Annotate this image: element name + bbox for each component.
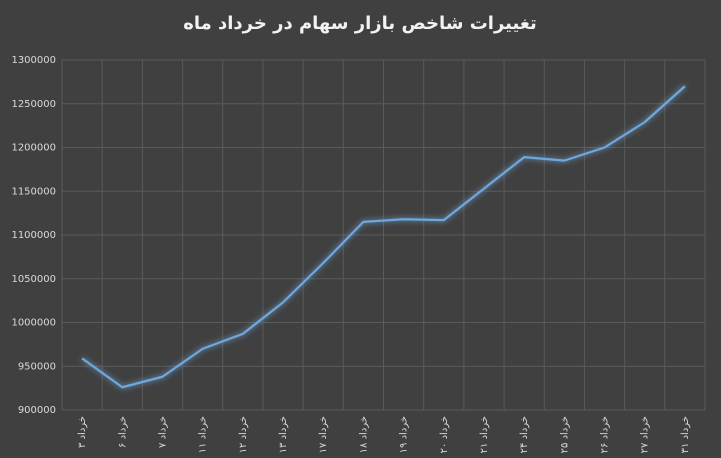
x-tick-label: ۲۰ خرداد	[439, 416, 450, 453]
x-tick-label: ۲۷ خرداد	[640, 416, 651, 453]
y-tick-label: 1150000	[11, 186, 56, 197]
y-tick-label: 900000	[18, 405, 56, 416]
x-tick-label: ۲۱ خرداد	[479, 416, 490, 453]
x-tick-label: ۲۶ خرداد	[600, 416, 611, 453]
chart-title: تغییرات شاخص بازار سهام در خرداد ماه	[183, 13, 537, 34]
x-tick-label: ۱۲ خرداد	[238, 416, 249, 453]
y-tick-label: 1050000	[11, 274, 56, 285]
x-tick-label: ۳۱ خرداد	[680, 416, 691, 453]
y-tick-label: 1200000	[11, 143, 56, 154]
x-tick-label: ۲۴ خرداد	[519, 416, 530, 453]
y-tick-label: 1100000	[11, 230, 56, 241]
y-tick-label: 1300000	[11, 55, 56, 66]
x-tick-label: ۱۷ خرداد	[318, 416, 329, 453]
x-tick-label: ۱۸ خرداد	[358, 416, 369, 453]
x-tick-label: ۲۵ خرداد	[559, 416, 570, 453]
x-tick-label: ۱۹ خرداد	[399, 416, 410, 453]
x-tick-label: ۷ خرداد	[157, 416, 168, 448]
y-tick-label: 950000	[18, 361, 56, 372]
x-tick-label: ۱۳ خرداد	[278, 416, 289, 453]
x-tick-label: ۱۱ خرداد	[198, 416, 209, 453]
line-series	[81, 85, 686, 389]
y-tick-label: 1000000	[11, 318, 56, 329]
y-tick-label: 1250000	[11, 99, 56, 110]
x-tick-label: ۳ خرداد	[77, 416, 88, 448]
x-tick-label: ۶ خرداد	[117, 416, 128, 448]
